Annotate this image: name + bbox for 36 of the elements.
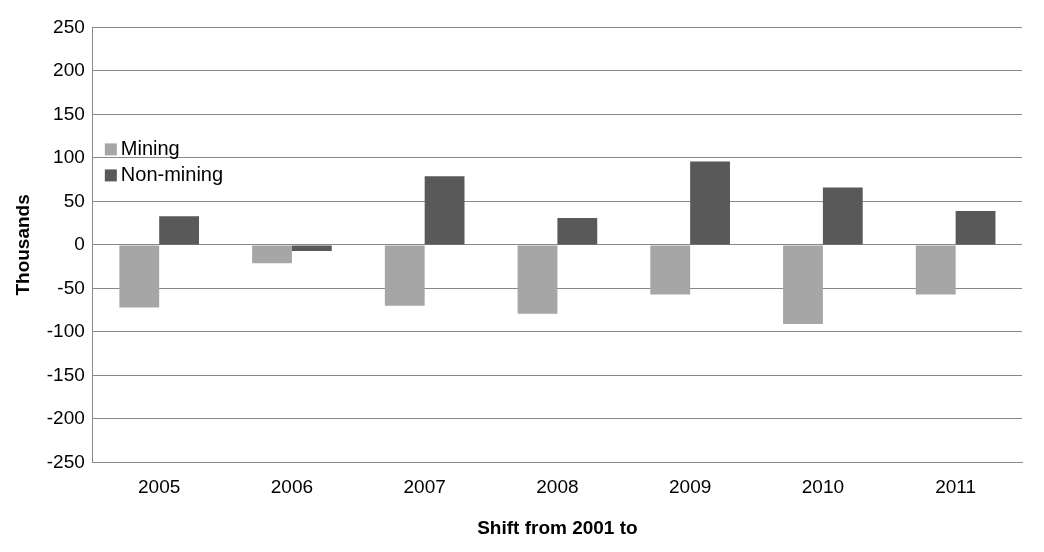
y-axis-title: Thousands — [11, 194, 33, 296]
y-tick-label: -150 — [46, 363, 85, 385]
x-tick-label: 2011 — [935, 476, 977, 498]
bar — [119, 245, 160, 308]
bar — [783, 245, 823, 325]
y-tick-label: 0 — [74, 233, 85, 255]
x-tick-label: 2008 — [536, 476, 579, 498]
bar — [517, 245, 558, 314]
legend-label: Mining — [120, 136, 180, 159]
bar — [690, 161, 730, 245]
x-tick-label: 2005 — [138, 476, 181, 498]
y-tick-label: -200 — [46, 407, 85, 429]
bar — [650, 245, 691, 295]
bar — [252, 245, 292, 264]
y-tick-label: 250 — [53, 15, 85, 37]
bar — [159, 216, 200, 245]
bar — [955, 210, 996, 245]
x-tick-label: 2009 — [669, 476, 712, 498]
x-tick-label: 2006 — [270, 476, 314, 498]
bar — [915, 245, 956, 295]
x-tick-label: 2010 — [801, 476, 845, 498]
legend-label: Non-mining — [120, 162, 224, 185]
y-tick-label: 50 — [63, 189, 85, 211]
y-tick-label: -100 — [46, 320, 85, 342]
bar — [291, 245, 332, 251]
bar — [424, 176, 465, 245]
x-tick-label: 2007 — [403, 476, 446, 498]
bar — [822, 187, 863, 245]
y-tick-label: -250 — [46, 450, 85, 472]
x-axis-title: Shift from 2001 to — [477, 516, 638, 538]
bar — [557, 217, 598, 245]
y-tick-label: -50 — [57, 276, 85, 298]
bar — [384, 245, 425, 306]
y-tick-label: 150 — [53, 102, 85, 124]
y-tick-label: 200 — [53, 59, 85, 81]
y-tick-label: 100 — [53, 146, 85, 168]
